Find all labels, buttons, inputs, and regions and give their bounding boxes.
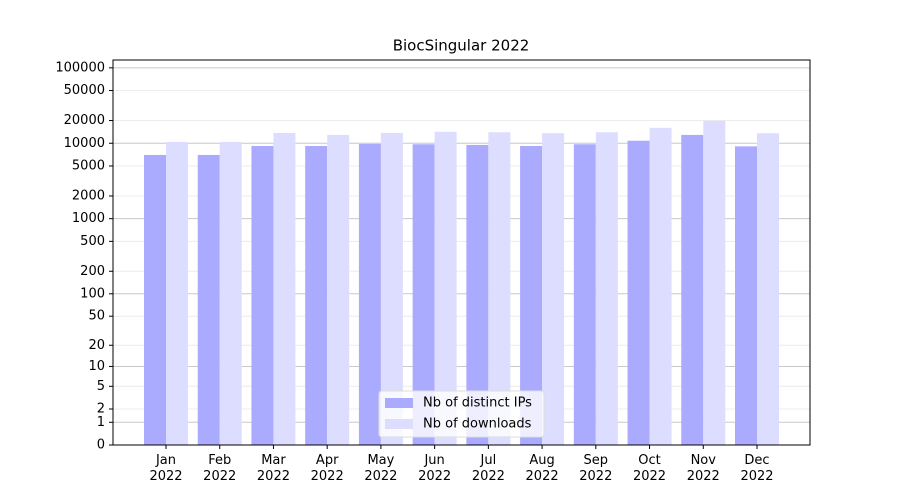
y-tick-label: 500 xyxy=(80,234,105,249)
y-tick-label: 20 xyxy=(88,338,105,353)
bar xyxy=(358,143,381,445)
x-tick-label: Mar 2022 xyxy=(256,453,290,484)
y-tick-label: 0 xyxy=(97,438,105,453)
y-tick-label: 1 xyxy=(97,415,105,430)
y-tick-label: 50000 xyxy=(64,83,105,98)
y-tick-label: 100 xyxy=(80,286,105,301)
bar xyxy=(412,144,435,445)
bar xyxy=(434,131,457,445)
x-tick-label: Sep 2022 xyxy=(579,453,613,484)
x-tick-label: Apr 2022 xyxy=(310,453,344,484)
y-tick-label: 200 xyxy=(80,264,105,279)
bar xyxy=(305,145,328,445)
legend-box xyxy=(378,390,545,438)
bar xyxy=(197,154,220,445)
x-tick-label: May 2022 xyxy=(364,453,398,484)
x-tick-label: Jul 2022 xyxy=(471,453,505,484)
y-tick-label: 100000 xyxy=(55,60,105,75)
legend-swatch xyxy=(385,419,413,429)
bar xyxy=(380,132,403,445)
bar xyxy=(573,144,596,445)
bar xyxy=(703,120,726,445)
plot-frame xyxy=(112,59,811,446)
bar xyxy=(466,144,489,445)
bar xyxy=(520,145,543,445)
y-tick-label: 10000 xyxy=(64,136,105,151)
x-tick-label: Nov 2022 xyxy=(686,453,720,484)
y-tick-label: 2000 xyxy=(72,188,105,203)
legend-label: Nb of distinct IPs xyxy=(423,396,532,411)
x-tick-label: Oct 2022 xyxy=(632,453,667,484)
y-tick-label: 5 xyxy=(97,379,105,394)
legend: Nb of distinct IPs Nb of downloads xyxy=(378,390,545,438)
legend-label: Nb of downloads xyxy=(423,417,532,432)
bar xyxy=(735,146,757,445)
bar xyxy=(542,133,565,445)
bar xyxy=(144,154,166,445)
bar xyxy=(488,132,511,445)
x-tick-label: Jun 2022 xyxy=(418,453,452,484)
x-tick-label: Jan 2022 xyxy=(149,453,183,484)
y-tick-label: 20000 xyxy=(64,113,105,128)
y-tick-label: 50 xyxy=(88,309,105,324)
bar xyxy=(627,140,650,445)
bar xyxy=(649,127,672,445)
bar xyxy=(166,141,188,445)
x-tick-label: Feb 2022 xyxy=(203,453,237,484)
y-tick-label: 1000 xyxy=(72,211,105,226)
bar xyxy=(251,145,274,445)
chart-title: BiocSingular 2022 xyxy=(393,37,530,55)
y-tick-label: 2 xyxy=(97,402,105,417)
bar xyxy=(327,134,350,445)
y-tick-label: 5000 xyxy=(72,158,105,173)
bar xyxy=(681,134,704,445)
bar xyxy=(595,132,618,445)
y-tick-label: 10 xyxy=(88,359,105,374)
x-tick-label: Dec 2022 xyxy=(740,453,774,484)
bar xyxy=(273,132,296,445)
bar xyxy=(219,141,242,445)
legend-swatch xyxy=(385,398,413,408)
x-tick-label: Aug 2022 xyxy=(525,453,559,484)
bar xyxy=(757,133,779,445)
